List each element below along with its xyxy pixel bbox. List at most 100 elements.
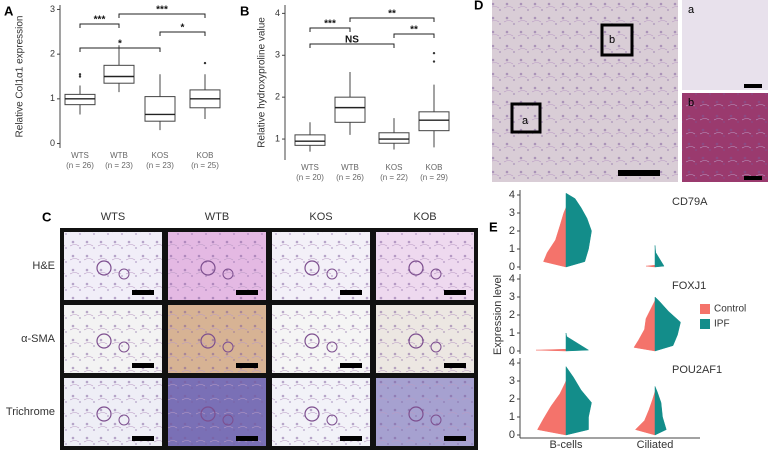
airway [304, 406, 320, 422]
violin-half [543, 207, 567, 268]
inset-a [682, 0, 768, 90]
box [294, 134, 326, 146]
y-tick-label: 1 [509, 243, 515, 255]
n-label: (n = 23) [105, 161, 133, 170]
significance-bracket [79, 47, 161, 52]
outlier [432, 60, 436, 63]
scale-bar [340, 436, 362, 441]
y-tick-label: 1 [509, 327, 515, 339]
outlier [203, 61, 207, 65]
y-tick-label: 3 [50, 4, 55, 14]
airway [326, 268, 338, 280]
airway [326, 414, 338, 426]
micrograph-texture [376, 305, 474, 373]
n-label: (n = 26) [336, 173, 364, 182]
scale-bar [744, 84, 762, 88]
airway [430, 414, 442, 426]
micrograph-texture [64, 232, 162, 300]
panel-label: A [4, 3, 14, 18]
violin-half [537, 380, 567, 436]
x-tick-label: KOS [386, 163, 403, 172]
panel-label: D [474, 0, 483, 12]
gene-label: POU2AF1 [672, 364, 722, 376]
significance-bracket [349, 17, 435, 22]
box [378, 132, 410, 144]
y-tick-label: 1 [50, 93, 55, 103]
micrograph-texture [376, 232, 474, 300]
x-tick-label: WTS [71, 151, 89, 160]
row-label: H&E [32, 260, 55, 272]
violin-half [645, 264, 656, 268]
x-tick-label: WTS [301, 163, 319, 172]
violin-half [633, 300, 656, 352]
y-tick-label: 0 [50, 138, 55, 148]
x-tick-label: B-cells [549, 439, 583, 451]
significance-bracket [393, 33, 435, 38]
box [103, 64, 135, 84]
scale-bar [444, 290, 466, 295]
scale-bar [444, 363, 466, 368]
significance-label: NS [345, 35, 359, 46]
x-tick-label: KOS [152, 151, 169, 160]
y-axis-label: Relative hydroxyproline value [257, 17, 268, 148]
legend-label: IPF [714, 319, 730, 330]
violin-half [635, 391, 656, 436]
outlier [432, 51, 436, 55]
y-axis-label: Relative Col1α1 expression [15, 16, 26, 138]
outlier [78, 73, 82, 76]
airway [430, 268, 442, 280]
roi-label: a [688, 4, 695, 16]
violin-half [565, 192, 592, 268]
significance-label: * [118, 39, 122, 50]
gene-label: CD79A [672, 196, 708, 208]
x-tick-label: Ciliated [637, 439, 674, 451]
legend-label: Control [714, 304, 746, 315]
scale-bar [236, 436, 258, 441]
airway [118, 414, 130, 426]
legend-swatch [700, 319, 710, 329]
y-tick-label: 1 [275, 133, 280, 143]
significance-label: * [181, 23, 185, 34]
y-tick-label: 2 [509, 309, 515, 321]
micrograph-texture [168, 305, 266, 373]
significance-label: ** [410, 25, 418, 36]
n-label: (n = 26) [66, 161, 94, 170]
y-tick-label: 4 [509, 189, 515, 201]
airway [118, 341, 130, 353]
significance-bracket [118, 13, 206, 18]
airway [200, 260, 216, 276]
y-tick-label: 2 [50, 49, 55, 59]
significance-label: *** [94, 15, 106, 26]
y-tick-label: 4 [509, 357, 515, 369]
significance-bracket [159, 31, 206, 36]
x-tick-label: WTB [341, 163, 359, 172]
violin-half [535, 348, 567, 352]
significance-bracket [309, 27, 351, 32]
y-tick-label: 0 [509, 261, 515, 273]
y-tick-label: 0 [509, 345, 515, 357]
violin-half [565, 332, 589, 352]
legend-swatch [700, 304, 710, 314]
airway [304, 333, 320, 349]
scale-bar [340, 363, 362, 368]
violin-half [565, 366, 592, 436]
panel-label: E [489, 219, 498, 234]
scale-bar [236, 363, 258, 368]
scale-bar [444, 436, 466, 441]
roi-box [600, 23, 634, 57]
airway [222, 268, 234, 280]
x-tick-label: KOB [426, 163, 443, 172]
airway [222, 341, 234, 353]
n-label: (n = 25) [191, 161, 219, 170]
x-tick-label: WTB [110, 151, 128, 160]
x-tick-label: KOB [197, 151, 214, 160]
significance-bracket [79, 23, 120, 28]
airway [326, 341, 338, 353]
column-header: WTS [101, 211, 125, 223]
micrograph-texture [64, 378, 162, 446]
airway [200, 406, 216, 422]
box [334, 96, 366, 123]
row-label: α-SMA [21, 333, 56, 345]
significance-label: ** [388, 9, 396, 20]
